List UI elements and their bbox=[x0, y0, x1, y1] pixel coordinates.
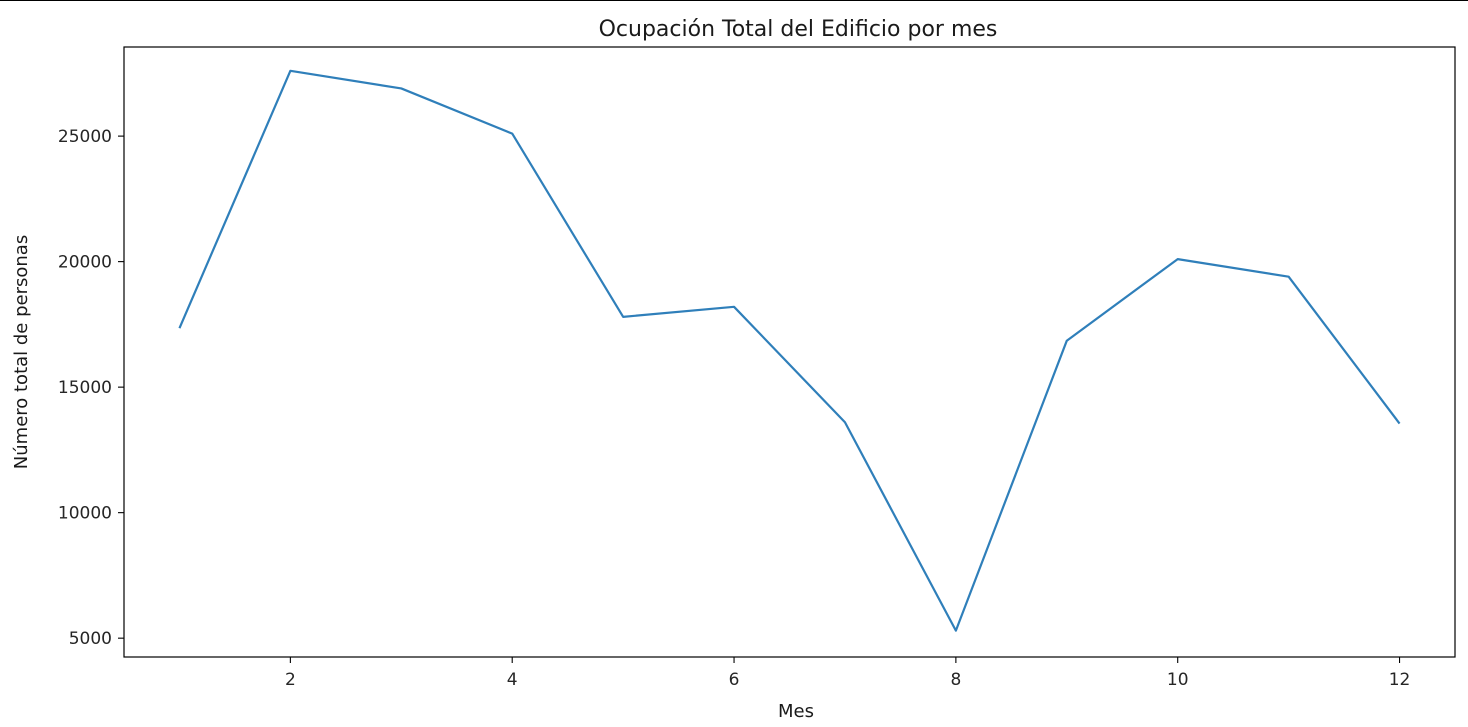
series-line bbox=[178, 69, 1401, 632]
y-axis-label: Número total de personas bbox=[11, 235, 32, 469]
axes-frame bbox=[123, 46, 1456, 658]
chart-title: Ocupación Total del Edificio por mes bbox=[599, 17, 998, 42]
x-axis-label: Mes bbox=[778, 701, 814, 722]
x-tick-label: 10 bbox=[1167, 670, 1189, 690]
x-tick-label: 8 bbox=[950, 670, 961, 690]
data-points bbox=[179, 70, 1400, 631]
x-tick-label: 12 bbox=[1389, 670, 1411, 690]
y-tick-label: 25000 bbox=[58, 127, 112, 147]
y-tick-label: 15000 bbox=[58, 378, 112, 398]
y-tick-label: 20000 bbox=[58, 253, 112, 273]
plot-area: 2 4 6 8 10 12 5000 10000 15000 20000 25000 bbox=[58, 46, 1456, 690]
x-tick-label: 2 bbox=[285, 670, 296, 690]
x-tick-label: 6 bbox=[729, 670, 740, 690]
x-axis-ticks: 2 4 6 8 10 12 bbox=[285, 657, 1410, 690]
top-border bbox=[0, 0, 1468, 1]
y-axis-ticks: 5000 10000 15000 20000 25000 bbox=[58, 127, 124, 649]
x-tick-label: 4 bbox=[507, 670, 518, 690]
y-tick-label: 5000 bbox=[69, 629, 112, 649]
y-tick-label: 10000 bbox=[58, 504, 112, 524]
